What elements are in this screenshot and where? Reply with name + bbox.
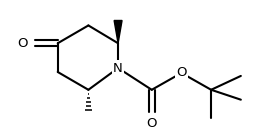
Text: N: N — [113, 62, 123, 75]
Text: O: O — [18, 37, 28, 50]
Text: O: O — [147, 116, 157, 130]
Text: O: O — [176, 67, 187, 79]
Polygon shape — [114, 21, 122, 43]
